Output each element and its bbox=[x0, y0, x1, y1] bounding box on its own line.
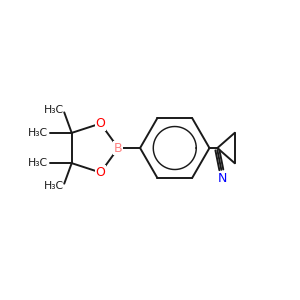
Text: H₃C: H₃C bbox=[44, 181, 64, 190]
Text: H₃C: H₃C bbox=[44, 105, 64, 116]
Text: N: N bbox=[218, 172, 227, 185]
Text: O: O bbox=[96, 117, 105, 130]
Text: O: O bbox=[96, 166, 105, 179]
Text: B: B bbox=[114, 142, 123, 154]
Text: H₃C: H₃C bbox=[28, 158, 48, 168]
Text: H₃C: H₃C bbox=[28, 128, 48, 138]
